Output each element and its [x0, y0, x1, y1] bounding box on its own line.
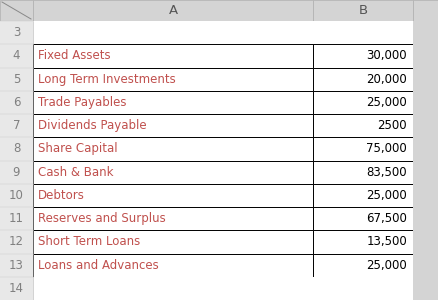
Bar	[33, 0, 312, 21]
Text: 25,000: 25,000	[365, 259, 406, 272]
Bar	[412, 91, 438, 114]
Bar	[312, 68, 412, 91]
Bar	[412, 207, 438, 230]
Bar	[0, 230, 33, 254]
Text: 75,000: 75,000	[365, 142, 406, 155]
Bar	[0, 114, 33, 137]
Bar	[312, 230, 412, 254]
Bar	[312, 21, 412, 44]
Text: Dividends Payable: Dividends Payable	[38, 119, 146, 132]
Bar	[0, 137, 33, 160]
Text: 12: 12	[9, 236, 24, 248]
Bar	[312, 254, 412, 277]
Text: A: A	[168, 4, 177, 17]
Bar	[33, 184, 312, 207]
Bar	[0, 184, 33, 207]
Text: 83,500: 83,500	[366, 166, 406, 178]
Text: 9: 9	[13, 166, 20, 178]
Text: Fixed Assets: Fixed Assets	[38, 50, 110, 62]
Text: 5: 5	[13, 73, 20, 85]
Bar	[33, 160, 312, 184]
Bar	[33, 114, 312, 137]
Text: 13,500: 13,500	[365, 236, 406, 248]
Bar	[412, 137, 438, 160]
Bar	[0, 207, 33, 230]
Text: 25,000: 25,000	[365, 189, 406, 202]
Bar	[312, 114, 412, 137]
Text: 4: 4	[13, 50, 20, 62]
Bar	[412, 0, 438, 21]
Bar	[412, 21, 438, 44]
Text: 25,000: 25,000	[365, 96, 406, 109]
Bar	[412, 277, 438, 300]
Bar	[0, 91, 33, 114]
Text: 8: 8	[13, 142, 20, 155]
Text: Share Capital: Share Capital	[38, 142, 117, 155]
Text: 13: 13	[9, 259, 24, 272]
Text: Debtors: Debtors	[38, 189, 85, 202]
Bar	[312, 91, 412, 114]
Text: 2500: 2500	[377, 119, 406, 132]
Text: 67,500: 67,500	[365, 212, 406, 225]
Bar	[412, 254, 438, 277]
Bar	[33, 254, 312, 277]
Text: Cash & Bank: Cash & Bank	[38, 166, 113, 178]
Text: Trade Payables: Trade Payables	[38, 96, 126, 109]
Bar	[33, 68, 312, 91]
Bar	[412, 160, 438, 184]
Text: Reserves and Surplus: Reserves and Surplus	[38, 212, 166, 225]
Bar	[412, 114, 438, 137]
Bar	[0, 68, 33, 91]
Bar	[33, 91, 312, 114]
Text: 7: 7	[13, 119, 20, 132]
Bar	[33, 44, 312, 68]
Bar	[312, 0, 412, 21]
Bar	[0, 21, 33, 44]
Bar	[312, 207, 412, 230]
Bar	[33, 277, 312, 300]
Bar	[0, 0, 33, 21]
Bar	[312, 184, 412, 207]
Text: Short Term Loans: Short Term Loans	[38, 236, 140, 248]
Text: 20,000: 20,000	[365, 73, 406, 85]
Text: Long Term Investments: Long Term Investments	[38, 73, 175, 85]
Text: 30,000: 30,000	[366, 50, 406, 62]
Bar	[0, 44, 33, 68]
Bar	[412, 44, 438, 68]
Text: 6: 6	[13, 96, 20, 109]
Bar	[33, 230, 312, 254]
Text: B: B	[357, 4, 367, 17]
Text: Loans and Advances: Loans and Advances	[38, 259, 159, 272]
Bar	[33, 207, 312, 230]
Bar	[312, 160, 412, 184]
Text: 11: 11	[9, 212, 24, 225]
Text: 10: 10	[9, 189, 24, 202]
Bar	[412, 184, 438, 207]
Bar	[312, 44, 412, 68]
Text: 3: 3	[13, 26, 20, 39]
Bar	[312, 277, 412, 300]
Bar	[0, 254, 33, 277]
Bar	[0, 160, 33, 184]
Bar	[33, 137, 312, 160]
Bar	[412, 68, 438, 91]
Bar	[0, 277, 33, 300]
Bar	[412, 230, 438, 254]
Bar	[312, 137, 412, 160]
Bar	[33, 21, 312, 44]
Text: 14: 14	[9, 282, 24, 295]
